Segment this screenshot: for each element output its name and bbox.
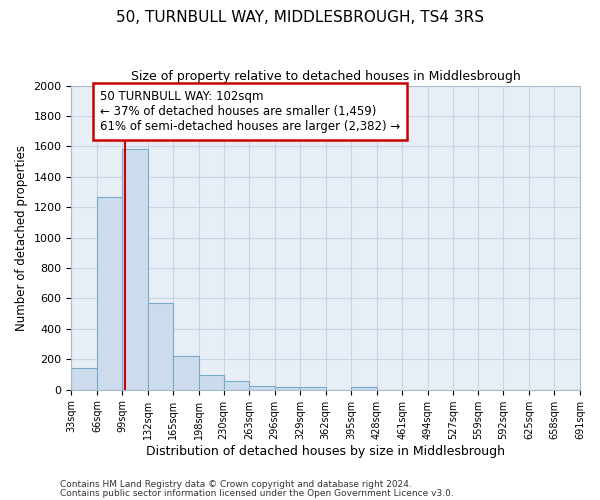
Bar	[148, 303, 173, 390]
Text: Contains public sector information licensed under the Open Government Licence v3: Contains public sector information licen…	[60, 488, 454, 498]
Bar	[275, 386, 300, 390]
Bar	[71, 368, 97, 390]
Text: 50 TURNBULL WAY: 102sqm
← 37% of detached houses are smaller (1,459)
61% of semi: 50 TURNBULL WAY: 102sqm ← 37% of detache…	[100, 90, 400, 133]
Bar	[249, 386, 275, 390]
Bar	[122, 150, 148, 390]
Bar	[224, 382, 249, 390]
Title: Size of property relative to detached houses in Middlesbrough: Size of property relative to detached ho…	[131, 70, 521, 83]
X-axis label: Distribution of detached houses by size in Middlesbrough: Distribution of detached houses by size …	[146, 444, 505, 458]
Text: Contains HM Land Registry data © Crown copyright and database right 2024.: Contains HM Land Registry data © Crown c…	[60, 480, 412, 489]
Bar	[97, 196, 122, 390]
Bar	[173, 356, 199, 390]
Text: 50, TURNBULL WAY, MIDDLESBROUGH, TS4 3RS: 50, TURNBULL WAY, MIDDLESBROUGH, TS4 3RS	[116, 10, 484, 25]
Y-axis label: Number of detached properties: Number of detached properties	[15, 144, 28, 330]
Bar	[199, 376, 224, 390]
Bar	[351, 386, 377, 390]
Bar	[300, 388, 326, 390]
